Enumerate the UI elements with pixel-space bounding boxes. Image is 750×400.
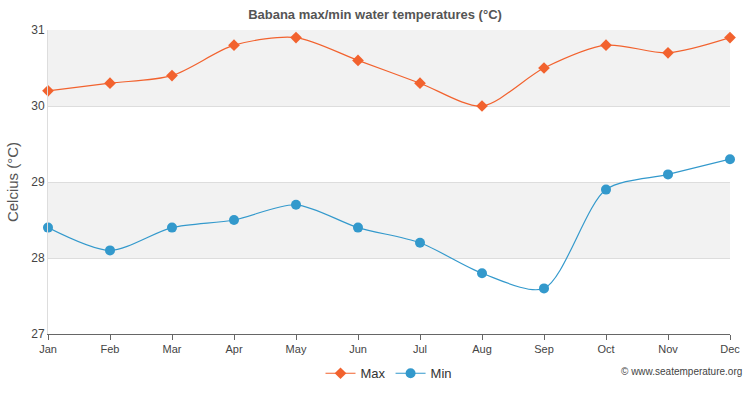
svg-text:Jun: Jun <box>349 343 367 355</box>
svg-text:28: 28 <box>31 251 45 265</box>
svg-text:© www.seatemperature.org: © www.seatemperature.org <box>621 366 742 377</box>
svg-text:May: May <box>286 343 307 355</box>
svg-text:29: 29 <box>31 175 45 189</box>
svg-text:Feb: Feb <box>101 343 120 355</box>
svg-text:Celcius (°C): Celcius (°C) <box>4 142 21 222</box>
svg-text:Apr: Apr <box>225 343 242 355</box>
svg-text:Max: Max <box>361 366 386 381</box>
svg-text:Jan: Jan <box>39 343 57 355</box>
svg-text:Jul: Jul <box>413 343 427 355</box>
svg-text:30: 30 <box>31 99 45 113</box>
svg-text:Nov: Nov <box>658 343 678 355</box>
svg-text:Sep: Sep <box>534 343 554 355</box>
svg-text:Aug: Aug <box>472 343 492 355</box>
svg-text:Oct: Oct <box>597 343 614 355</box>
svg-text:Min: Min <box>431 366 452 381</box>
svg-text:31: 31 <box>31 23 45 37</box>
svg-text:Mar: Mar <box>163 343 182 355</box>
svg-text:Babana max/min water temperatu: Babana max/min water temperatures (°C) <box>248 7 502 22</box>
svg-text:27: 27 <box>31 327 45 341</box>
svg-text:Dec: Dec <box>720 343 740 355</box>
